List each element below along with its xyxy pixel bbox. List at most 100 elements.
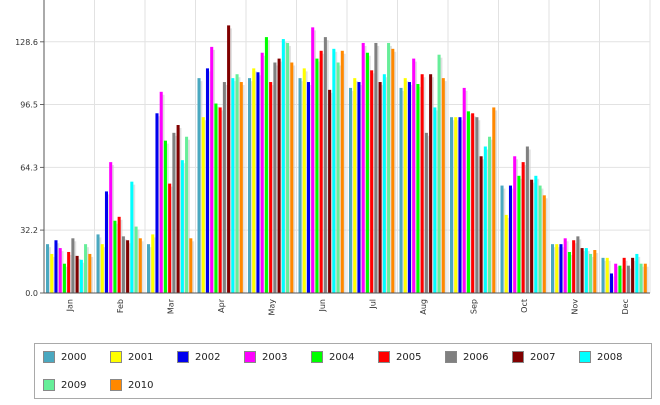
bar-2004-Dec bbox=[618, 265, 622, 293]
bar-2007-Jul bbox=[378, 82, 382, 293]
bar-shadow bbox=[477, 120, 481, 293]
bar-shadow bbox=[603, 260, 607, 293]
bar-shadow bbox=[279, 61, 283, 293]
bar-2000-Nov bbox=[551, 244, 555, 293]
x-tick-label: Sep bbox=[469, 299, 478, 314]
bar-shadow bbox=[342, 53, 346, 293]
bar-2008-Jun bbox=[332, 48, 336, 294]
bar-shadow bbox=[254, 71, 258, 293]
bar-2005-Jul bbox=[370, 70, 374, 293]
bar-shadow bbox=[578, 239, 582, 293]
bar-shadow bbox=[561, 247, 565, 293]
bar-2009-Aug bbox=[437, 54, 441, 294]
bar-shadow bbox=[98, 237, 102, 293]
bar-2002-Sep bbox=[458, 117, 462, 293]
bar-2001-Jun bbox=[302, 68, 306, 293]
bar-shadow bbox=[380, 85, 384, 293]
legend-swatch bbox=[43, 351, 55, 363]
bar-2002-Feb bbox=[104, 191, 108, 293]
legend-item-2000: 2000 bbox=[43, 350, 86, 364]
bar-2007-Aug bbox=[429, 74, 433, 293]
bar-shadow bbox=[216, 106, 220, 293]
bar-2008-May bbox=[281, 39, 285, 293]
legend-swatch bbox=[244, 351, 256, 363]
bar-shadow bbox=[77, 258, 81, 293]
bar-2010-Apr bbox=[239, 82, 243, 293]
bar-shadow bbox=[363, 45, 367, 294]
bar-shadow bbox=[426, 135, 430, 293]
bar-2009-Apr bbox=[235, 74, 239, 293]
bar-shadow bbox=[641, 266, 645, 293]
bar-shadow bbox=[401, 90, 405, 294]
x-tick-label: Jun bbox=[318, 299, 327, 313]
bar-shadow bbox=[178, 128, 182, 293]
bar-shadow bbox=[111, 165, 115, 293]
legend-label: 2004 bbox=[329, 351, 355, 363]
bar-2000-Dec bbox=[601, 257, 605, 293]
y-tick-label: 128.6 bbox=[15, 38, 38, 47]
bar-2010-May bbox=[290, 62, 294, 293]
legend-item-2010: 2010 bbox=[110, 378, 153, 392]
y-tick-label: 0.0 bbox=[25, 289, 38, 298]
bar-shadow bbox=[241, 85, 245, 293]
bar-2003-Nov bbox=[563, 238, 567, 293]
bar-shadow bbox=[52, 256, 56, 293]
bar-2010-Jul bbox=[391, 48, 395, 294]
bar-shadow bbox=[485, 149, 489, 293]
bar-shadow bbox=[371, 73, 376, 293]
bar-shadow bbox=[384, 77, 388, 293]
bar-2005-Aug bbox=[420, 74, 424, 293]
legend-label: 2000 bbox=[61, 351, 87, 363]
bar-shadow bbox=[81, 262, 85, 293]
bar-shadow bbox=[510, 188, 514, 293]
bar-2010-Aug bbox=[441, 78, 445, 293]
bar-shadow bbox=[153, 237, 157, 293]
bar-shadow bbox=[418, 86, 422, 293]
bar-shadow bbox=[132, 184, 136, 293]
bar-2007-Oct bbox=[530, 179, 534, 293]
y-tick-label: 96.5 bbox=[20, 101, 38, 110]
bar-shadow bbox=[321, 53, 325, 293]
bar-2004-May bbox=[264, 37, 268, 293]
bar-2009-Feb bbox=[134, 226, 138, 293]
bar-2001-Aug bbox=[403, 78, 407, 293]
bar-2008-Dec bbox=[635, 253, 639, 293]
bar-2008-Aug bbox=[433, 107, 437, 293]
legend-item-2006: 2006 bbox=[445, 350, 488, 364]
bar-shadow bbox=[203, 120, 207, 293]
chart-area: 0.0 32.2 64.3 96.5 128.6 Jan Feb Mar Apr May Jun Ju… bbox=[15, 0, 651, 316]
bar-shadow bbox=[292, 65, 296, 293]
bar-shadow bbox=[430, 77, 434, 293]
bar-shadow bbox=[165, 143, 169, 293]
bar-2003-Dec bbox=[614, 263, 618, 293]
x-tick-label: Dec bbox=[621, 299, 630, 314]
bar-2001-May bbox=[252, 68, 256, 293]
legend-item-2008: 2008 bbox=[579, 350, 622, 364]
bar-shadow bbox=[308, 85, 312, 293]
bar-2007-May bbox=[277, 58, 281, 293]
bar-2001-Oct bbox=[504, 214, 508, 293]
bar-2000-Feb bbox=[96, 234, 100, 293]
bar-shadow bbox=[233, 81, 237, 293]
bar-shadow bbox=[64, 266, 68, 293]
bar-shadow bbox=[191, 241, 195, 293]
bar-2004-Aug bbox=[416, 83, 420, 293]
bar-2006-Jul bbox=[374, 42, 378, 294]
bar-shadow bbox=[199, 81, 203, 293]
bar-2009-Dec bbox=[639, 263, 643, 293]
bar-2009-Jul bbox=[387, 42, 391, 294]
bar-shadow bbox=[552, 247, 556, 293]
x-tick-label: Feb bbox=[116, 299, 125, 313]
bar-2000-Sep bbox=[450, 117, 454, 293]
bar-shadow bbox=[531, 182, 535, 293]
bar-shadow bbox=[329, 92, 333, 293]
legend-swatch bbox=[378, 351, 390, 363]
bar-2003-Jan bbox=[58, 248, 62, 293]
bar-2005-Jun bbox=[319, 50, 323, 293]
bar-2003-Aug bbox=[412, 58, 416, 293]
bar-shadow bbox=[557, 247, 561, 293]
bar-shadow bbox=[620, 268, 624, 293]
bar-shadow bbox=[540, 188, 544, 293]
bar-shadow bbox=[456, 120, 460, 293]
bar-2005-Jan bbox=[67, 251, 71, 293]
